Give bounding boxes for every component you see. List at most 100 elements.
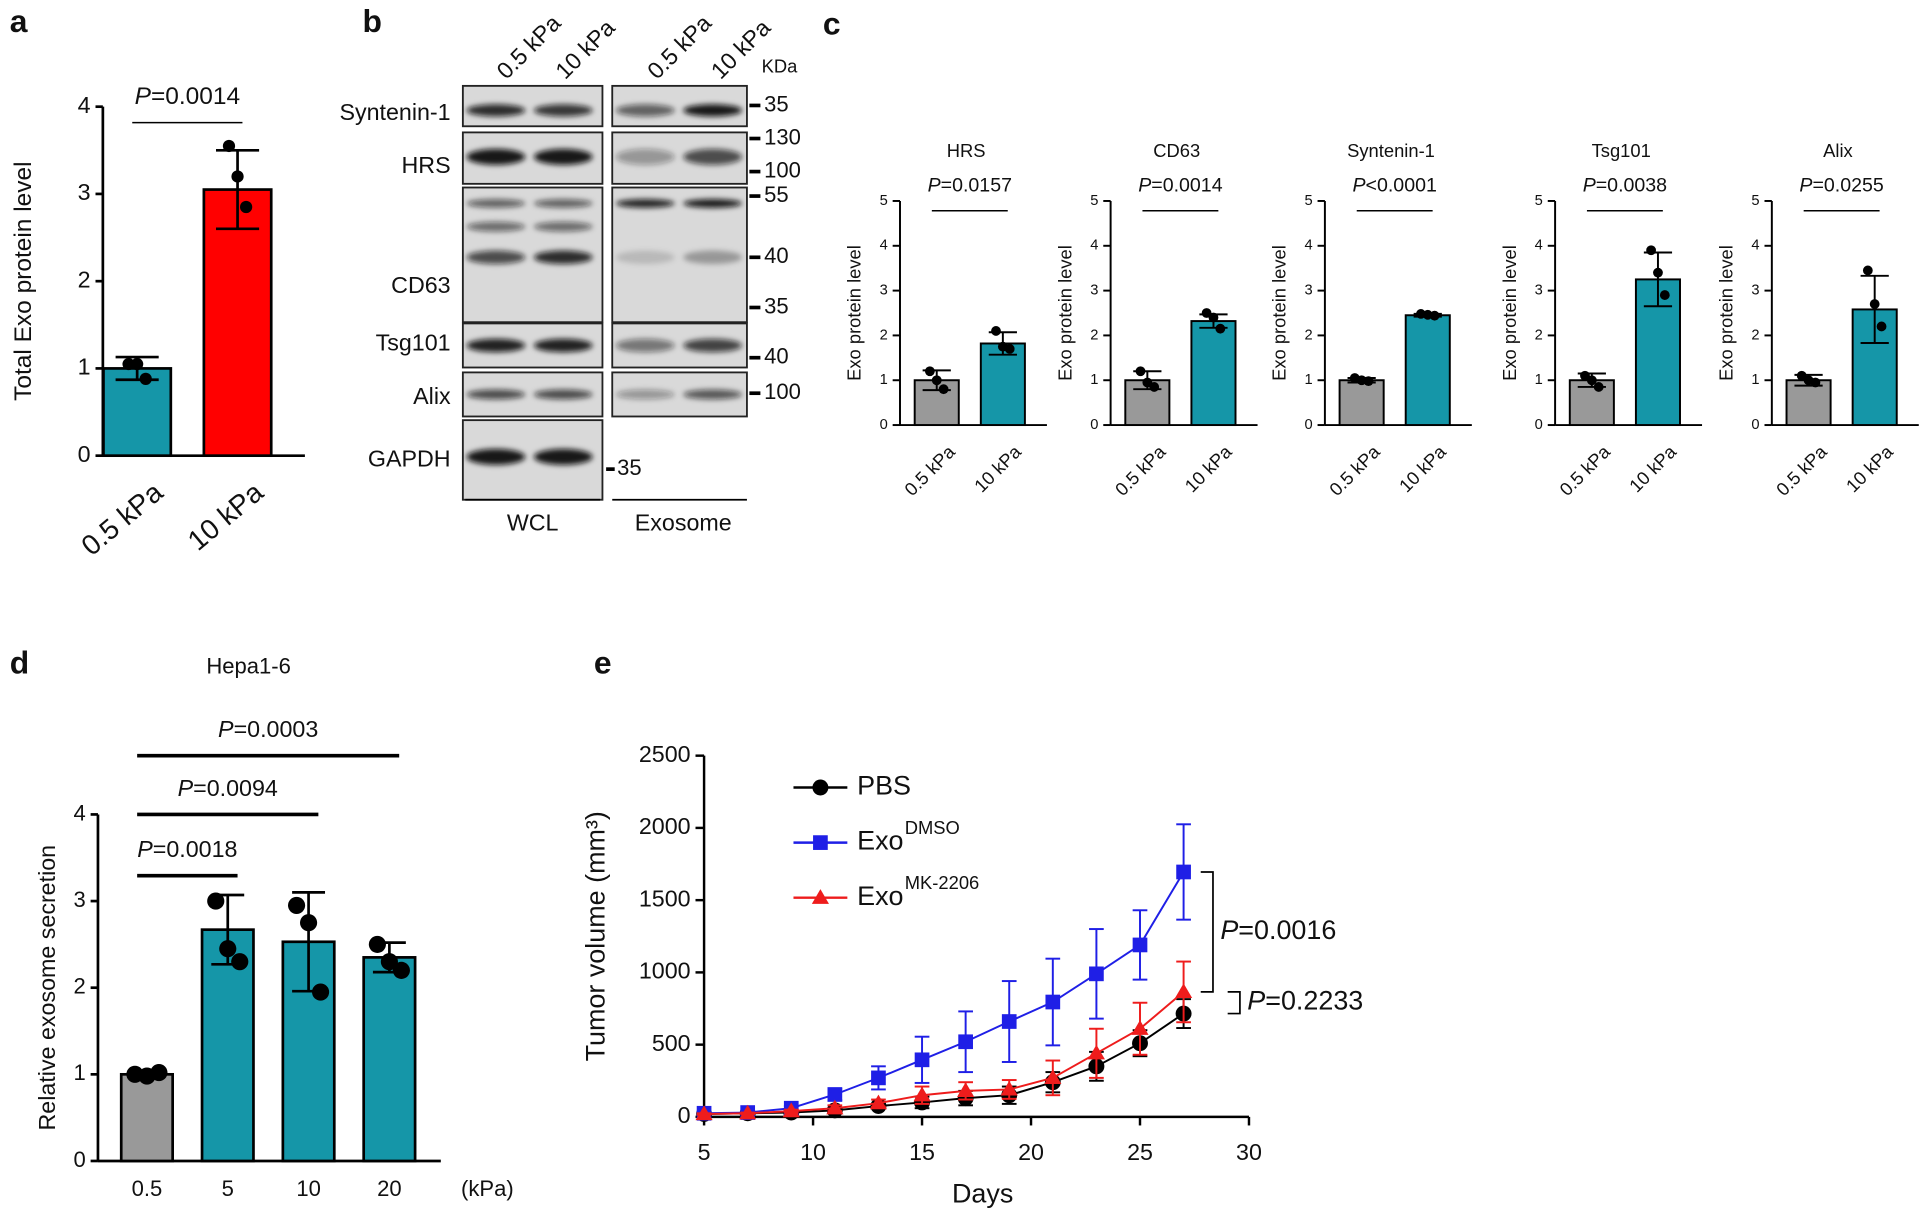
x-tick-label: 10 kPa bbox=[1842, 440, 1898, 496]
bar-chart: 0 1 2 3 4 5 0.5 kPa 10 kPa HRS Exo protein level P… bbox=[844, 140, 1047, 500]
y-tick-label: 5 bbox=[1535, 193, 1543, 209]
y-axis-label: Exo protein level bbox=[1499, 245, 1520, 381]
bar bbox=[1338, 379, 1385, 427]
x-tick-label: 0.5 bbox=[132, 1176, 163, 1201]
blot-band bbox=[533, 389, 593, 400]
y-tick-label: 0 bbox=[1535, 417, 1543, 433]
bar-chart: 0 1 2 3 4 5 0.5 kPa 10 kPa Syntenin-1 Exo protein… bbox=[1269, 140, 1472, 500]
data-marker bbox=[813, 835, 828, 850]
legend-superscript: MK-2206 bbox=[905, 872, 980, 893]
blot-column-label: 0.5 kPa bbox=[642, 10, 716, 84]
bar bbox=[1785, 379, 1832, 427]
data-point bbox=[288, 896, 306, 914]
data-marker bbox=[1044, 1069, 1062, 1084]
bar bbox=[1190, 320, 1237, 427]
p-value: =0.0016 bbox=[1238, 915, 1336, 945]
y-tick-label: 1000 bbox=[639, 958, 691, 984]
blot-band bbox=[466, 148, 526, 165]
y-tick-label: 2 bbox=[78, 266, 91, 292]
p-value-label: P=0.0003 bbox=[218, 716, 318, 742]
data-point bbox=[1862, 265, 1873, 276]
significance-bracket bbox=[1227, 991, 1241, 1015]
p-value: =0.0018 bbox=[153, 836, 238, 862]
data-point bbox=[1653, 267, 1663, 278]
data-point bbox=[231, 953, 249, 971]
data-point bbox=[222, 139, 236, 153]
blot-band bbox=[466, 199, 526, 208]
x-tick-label: 5 bbox=[222, 1176, 234, 1201]
y-tick-label: 1 bbox=[1751, 372, 1759, 388]
data-point bbox=[931, 375, 942, 386]
x-axis-label: (kPa) bbox=[461, 1176, 514, 1201]
y-tick-label: 4 bbox=[1535, 238, 1543, 254]
y-tick-label: 1 bbox=[78, 354, 91, 380]
p-symbol: P bbox=[218, 716, 234, 742]
data-point bbox=[131, 357, 144, 371]
data-point bbox=[380, 953, 398, 971]
data-marker bbox=[914, 1052, 930, 1068]
data-point bbox=[150, 1064, 168, 1082]
data-point bbox=[122, 357, 135, 371]
blot-marker: 35 bbox=[764, 91, 789, 116]
blot-row-label: Syntenin-1 bbox=[339, 99, 450, 125]
x-tick-label: 30 bbox=[1236, 1139, 1262, 1165]
data-point bbox=[1149, 382, 1160, 392]
bar-chart: 0 1 2 3 4 5 0.5 kPa 10 kPa Alix Exo protein level… bbox=[1716, 140, 1919, 500]
blot-marker: 40 bbox=[764, 344, 789, 369]
y-tick-label: 3 bbox=[1304, 282, 1312, 298]
p-value-label: P=0.0094 bbox=[178, 775, 278, 801]
blot-column-label: 0.5 kPa bbox=[492, 10, 566, 84]
p-value-label: P=0.0255 bbox=[1799, 174, 1883, 196]
y-tick-label: 500 bbox=[652, 1030, 691, 1056]
y-tick-label: 0 bbox=[1751, 417, 1759, 433]
blot-marker: 55 bbox=[764, 182, 789, 207]
x-tick-label: 0.5 kPa bbox=[1555, 440, 1614, 499]
blot-band bbox=[533, 148, 593, 165]
x-tick-label: 0.5 kPa bbox=[1772, 440, 1831, 499]
data-marker bbox=[913, 1086, 931, 1102]
p-symbol: P bbox=[137, 836, 153, 862]
bar-chart: 0 1 2 3 4 5 0.5 kPa 10 kPa CD63 Exo protein level… bbox=[1054, 140, 1258, 500]
significance-bracket bbox=[1200, 871, 1214, 993]
data-point bbox=[1004, 343, 1015, 354]
p-value: =0.2233 bbox=[1265, 986, 1363, 1016]
p-value-label: P=0.0014 bbox=[1138, 174, 1222, 196]
data-marker bbox=[871, 1070, 886, 1086]
legend-label: Exo bbox=[857, 826, 903, 856]
bar-chart: 0 1 2 3 4 0.5 5 10 20 Hepa1-6 (kPa) Relative exosom… bbox=[34, 653, 514, 1201]
blot-row-label: Tsg101 bbox=[376, 329, 451, 355]
data-point bbox=[300, 914, 318, 932]
y-tick-label: 4 bbox=[1090, 238, 1098, 254]
bar bbox=[102, 367, 173, 458]
y-tick-label: 2 bbox=[73, 974, 85, 999]
chart-title: Tsg101 bbox=[1592, 140, 1651, 161]
data-point bbox=[924, 366, 935, 377]
y-tick-label: 2500 bbox=[639, 741, 691, 767]
data-marker bbox=[1175, 983, 1193, 999]
p-value: =0.0094 bbox=[193, 775, 278, 801]
p-value: =0.0003 bbox=[234, 716, 319, 742]
data-point bbox=[368, 935, 386, 953]
data-marker bbox=[1000, 1080, 1018, 1096]
p-symbol: P bbox=[1583, 174, 1596, 196]
data-point bbox=[1363, 376, 1374, 387]
data-point bbox=[207, 892, 225, 910]
x-tick-label: 10 bbox=[800, 1139, 826, 1165]
y-axis-label: Exo protein level bbox=[1716, 245, 1737, 381]
blot-band bbox=[533, 199, 593, 208]
bar-chart: 0 1 2 3 4 0.5 kPa 10 kPa Total Exo protein leve… bbox=[10, 84, 305, 561]
bar bbox=[979, 342, 1026, 427]
data-marker bbox=[1087, 1044, 1105, 1060]
y-tick-label: 4 bbox=[1751, 238, 1759, 254]
y-tick-label: 2 bbox=[1751, 327, 1759, 343]
legend-superscript: DMSO bbox=[905, 817, 960, 838]
y-tick-label: 4 bbox=[880, 238, 888, 254]
x-tick-label: 10 kPa bbox=[182, 476, 269, 556]
blot-band bbox=[533, 221, 593, 232]
blot-band bbox=[683, 199, 743, 208]
x-tick-label: 0.5 kPa bbox=[75, 476, 168, 561]
p-value-label: P=0.0038 bbox=[1583, 174, 1667, 196]
y-axis-label: Exo protein level bbox=[1269, 245, 1290, 381]
p-value: =0.0255 bbox=[1812, 174, 1883, 196]
blot-marker: 40 bbox=[764, 243, 789, 268]
